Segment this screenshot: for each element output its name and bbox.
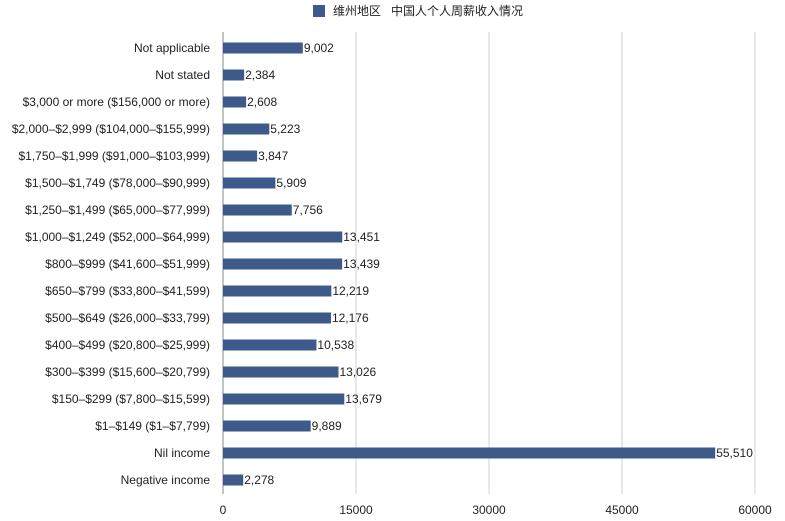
category-labels: Not applicable Not stated $3,000 or more (… [12, 41, 211, 487]
value-labels: 9,002 2,384 2,608 5,223 3,847 5,909 7,756 13,45… [244, 41, 753, 487]
category-label: Negative income [121, 473, 211, 487]
category-label: $1,250–$1,499 ($65,000–$77,999) [25, 203, 210, 217]
bar [223, 285, 332, 297]
category-label: $300–$399 ($15,600–$20,799) [45, 365, 210, 379]
bar [223, 366, 339, 378]
value-label: 7,756 [293, 203, 323, 217]
bar [223, 123, 270, 135]
category-label: $500–$649 ($26,000–$33,799) [45, 311, 210, 325]
value-label: 10,538 [317, 338, 354, 352]
category-label: Nil income [154, 446, 210, 460]
bar [223, 42, 303, 54]
bar [223, 420, 311, 432]
bar [223, 447, 716, 459]
bar [223, 393, 345, 405]
value-label: 13,451 [343, 230, 380, 244]
bar [223, 312, 331, 324]
x-tick-label: 60000 [738, 503, 772, 517]
category-label: $1,500–$1,749 ($78,000–$90,999) [25, 176, 210, 190]
legend-swatch [313, 5, 325, 17]
category-label: $150–$299 ($7,800–$15,599) [52, 392, 210, 406]
bar [223, 150, 258, 162]
category-label: Not stated [155, 68, 210, 82]
legend: 维州地区 中国人个人周薪收入情况 [313, 3, 523, 18]
value-label: 9,002 [304, 41, 334, 55]
value-label: 12,219 [332, 284, 369, 298]
bar [223, 69, 245, 81]
x-tick-label: 15000 [339, 503, 373, 517]
category-label: $1,000–$1,249 ($52,000–$64,999) [25, 230, 210, 244]
value-label: 5,909 [276, 176, 306, 190]
value-label: 2,384 [245, 68, 275, 82]
bars [223, 42, 716, 486]
bar [223, 231, 343, 243]
category-label: $3,000 or more ($156,000 or more) [23, 95, 210, 109]
bar [223, 258, 343, 270]
x-tick-label: 0 [220, 503, 227, 517]
value-label: 13,439 [343, 257, 380, 271]
x-axis-tick-labels: 0 15000 30000 45000 60000 [220, 503, 772, 517]
bar [223, 339, 317, 351]
bar [223, 474, 244, 486]
value-label: 2,608 [247, 95, 277, 109]
bar [223, 96, 247, 108]
value-label: 13,679 [345, 392, 382, 406]
category-label: $400–$499 ($20,800–$25,999) [45, 338, 210, 352]
category-label: $650–$799 ($33,800–$41,599) [45, 284, 210, 298]
category-label: $1,750–$1,999 ($91,000–$103,999) [18, 149, 210, 163]
category-label: $2,000–$2,999 ($104,000–$155,999) [12, 122, 210, 136]
category-label: $1–$149 ($1–$7,799) [95, 419, 210, 433]
value-label: 5,223 [270, 122, 300, 136]
value-label: 9,889 [312, 419, 342, 433]
x-tick-label: 45000 [605, 503, 639, 517]
x-tick-label: 30000 [472, 503, 506, 517]
value-label: 12,176 [332, 311, 369, 325]
legend-label: 维州地区 中国人个人周薪收入情况 [333, 3, 523, 18]
bar [223, 177, 276, 189]
value-label: 55,510 [716, 446, 753, 460]
value-label: 13,026 [339, 365, 376, 379]
value-label: 2,278 [244, 473, 274, 487]
value-label: 3,847 [258, 149, 288, 163]
bar [223, 204, 292, 216]
category-label: Not applicable [134, 41, 210, 55]
category-label: $800–$999 ($41,600–$51,999) [45, 257, 210, 271]
